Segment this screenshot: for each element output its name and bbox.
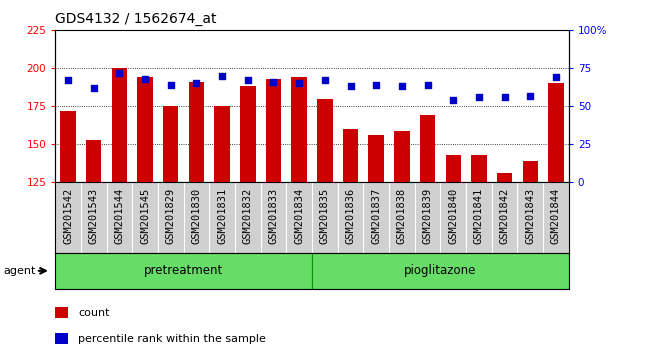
Bar (445, 155, 461, 182)
Bar (343, 129, 358, 182)
Text: pioglitazone: pioglitazone (404, 264, 476, 277)
Point (191, 81, 202, 86)
Bar (266, 79, 281, 182)
Point (114, 70, 125, 75)
Text: GSM201832: GSM201832 (243, 188, 253, 244)
Text: GSM201843: GSM201843 (525, 188, 535, 244)
Bar (55, 333, 68, 344)
Bar (523, 161, 538, 182)
Text: GSM201543: GSM201543 (89, 188, 99, 244)
Point (396, 84, 407, 89)
Text: GSM201839: GSM201839 (422, 188, 432, 244)
Point (422, 82, 433, 88)
Point (448, 97, 458, 103)
Text: GSM201834: GSM201834 (294, 188, 304, 244)
Point (140, 76, 150, 82)
Text: percentile rank within the sample: percentile rank within the sample (78, 333, 266, 344)
Bar (369, 135, 384, 182)
Bar (137, 77, 153, 182)
Text: GSM201841: GSM201841 (474, 188, 484, 244)
Point (474, 94, 484, 100)
Text: GSM201837: GSM201837 (371, 188, 381, 244)
Text: pretreatment: pretreatment (144, 264, 223, 277)
Point (217, 73, 228, 79)
Point (166, 82, 176, 88)
Point (88, 85, 99, 91)
Point (525, 93, 536, 98)
Bar (497, 173, 512, 182)
Text: GSM201842: GSM201842 (500, 188, 510, 244)
Bar (60, 111, 76, 182)
Bar (240, 86, 255, 182)
Text: GSM201831: GSM201831 (217, 188, 227, 244)
Text: GSM201829: GSM201829 (166, 188, 176, 244)
Point (268, 79, 279, 85)
Point (63, 78, 73, 83)
Text: GSM201835: GSM201835 (320, 188, 330, 244)
Text: count: count (78, 308, 109, 318)
Text: GSM201545: GSM201545 (140, 188, 150, 244)
Text: GSM201840: GSM201840 (448, 188, 458, 244)
Text: GSM201836: GSM201836 (346, 188, 356, 244)
Bar (214, 106, 230, 182)
Text: agent: agent (3, 266, 36, 276)
Bar (188, 82, 204, 182)
Bar (394, 131, 410, 182)
Point (371, 82, 382, 88)
Point (242, 78, 253, 83)
Bar (112, 68, 127, 182)
Bar (548, 83, 564, 182)
Bar (55, 253, 312, 289)
Point (551, 74, 561, 80)
Bar (163, 106, 179, 182)
Point (345, 84, 356, 89)
Bar (317, 98, 333, 182)
Text: GSM201830: GSM201830 (192, 188, 202, 244)
Text: GSM201833: GSM201833 (268, 188, 278, 244)
Text: GSM201544: GSM201544 (114, 188, 124, 244)
Text: GSM201838: GSM201838 (397, 188, 407, 244)
Text: GSM201542: GSM201542 (63, 188, 73, 244)
Bar (420, 115, 436, 182)
Text: GDS4132 / 1562674_at: GDS4132 / 1562674_at (55, 12, 216, 26)
Bar (291, 77, 307, 182)
Bar (471, 155, 487, 182)
Bar (312, 253, 569, 289)
Text: GSM201844: GSM201844 (551, 188, 561, 244)
Point (320, 78, 330, 83)
Point (294, 81, 304, 86)
Bar (86, 140, 101, 182)
Bar (55, 307, 68, 318)
Point (499, 94, 510, 100)
